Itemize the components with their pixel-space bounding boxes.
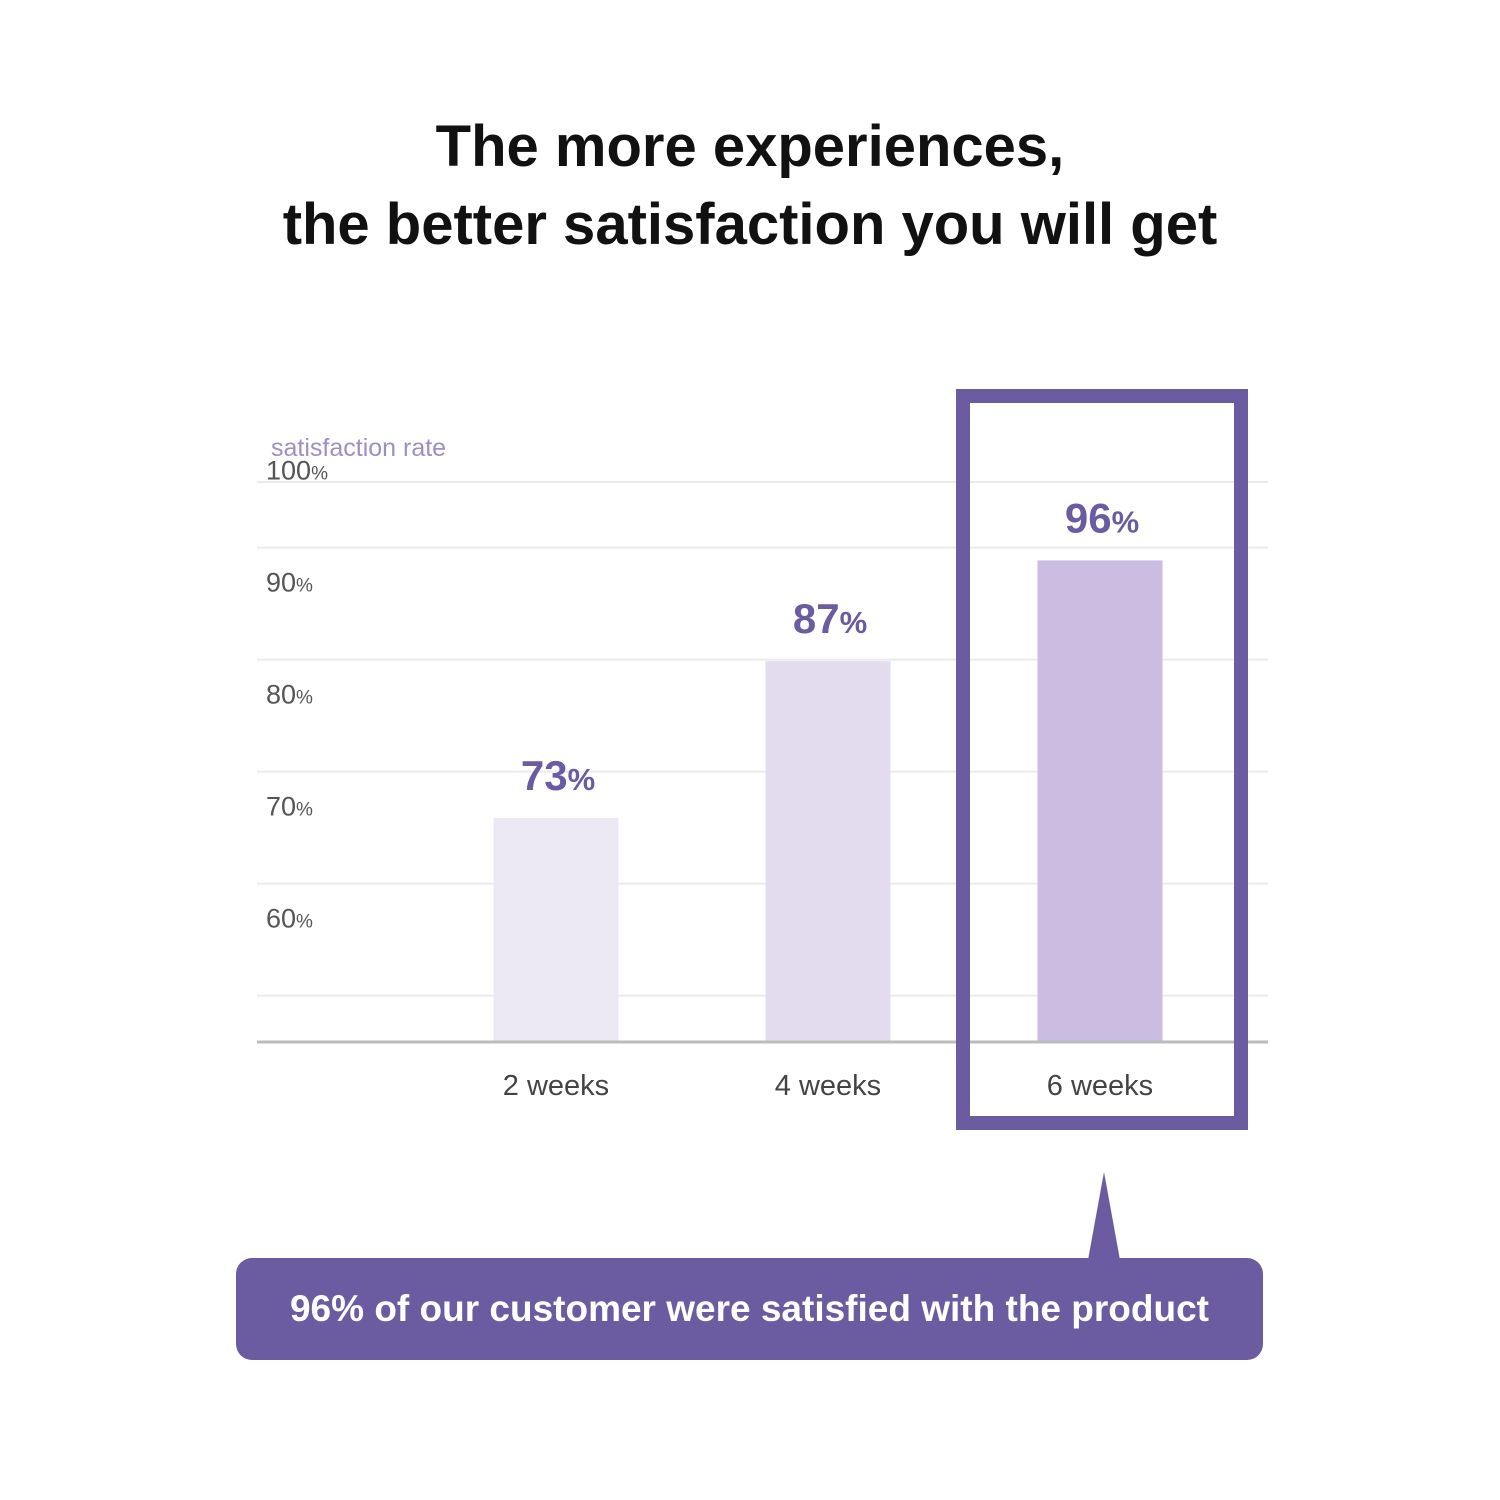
x-category-label: 6 weeks <box>1047 1070 1153 1102</box>
value-label-87: 87% <box>793 595 867 642</box>
value-label-73: 73% <box>521 752 595 799</box>
highlight-frame <box>956 389 1248 1130</box>
headline: The more experiences, the better satisfa… <box>0 108 1500 264</box>
bar-6-weeks <box>1037 560 1163 1042</box>
headline-line-1: The more experiences, <box>435 114 1065 179</box>
callout-pointer <box>1088 1172 1120 1260</box>
bar-4-weeks <box>765 661 891 1042</box>
bar-2-weeks <box>493 818 619 1042</box>
x-category-label: 2 weeks <box>503 1070 609 1102</box>
headline-line-2: the better satisfaction you will get <box>282 192 1218 257</box>
y-tick-label-70: 70% <box>266 792 313 822</box>
callout-banner: 96% of our customer were satisfied with … <box>236 1258 1263 1360</box>
y-tick-label-80: 80% <box>266 680 313 710</box>
y-axis-title: satisfaction rate <box>271 434 446 462</box>
callout-text: 96% of our customer were satisfied with … <box>289 1288 1209 1329</box>
y-tick-label-100: 100% <box>266 456 328 486</box>
y-tick-label-60: 60% <box>266 904 313 934</box>
x-category-label: 4 weeks <box>775 1070 881 1102</box>
value-label-96: 96% <box>1065 494 1139 541</box>
y-tick-label-90: 90% <box>266 568 313 598</box>
